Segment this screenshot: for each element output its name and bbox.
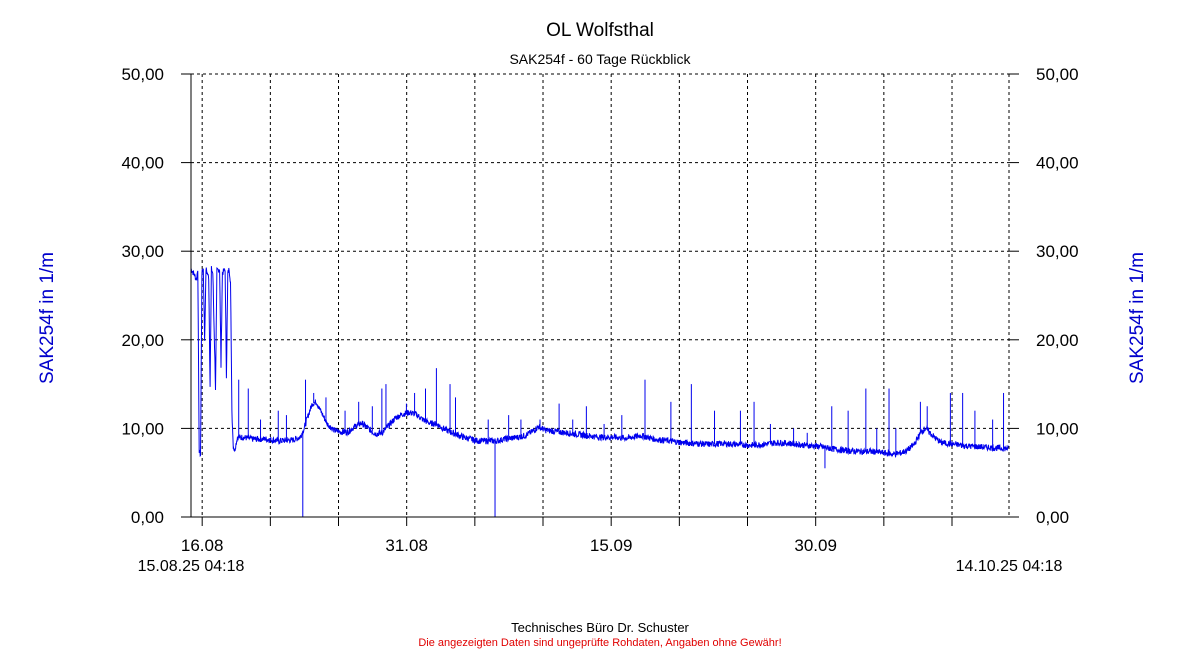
y-tick-label-right: 30,00: [1036, 242, 1079, 261]
x-tick-label: 16.08: [181, 536, 224, 555]
y-tick-label-right: 40,00: [1036, 154, 1079, 173]
y-axis-label-right: SAK254f in 1/m: [1127, 252, 1148, 384]
y-axis-label-left: SAK254f in 1/m: [37, 252, 58, 384]
y-tick-label-left: 40,00: [121, 154, 164, 173]
y-tick-label-left: 50,00: [121, 65, 164, 84]
y-tick-label-left: 20,00: [121, 331, 164, 350]
y-tick-label-right: 10,00: [1036, 419, 1079, 438]
series-line: [190, 266, 1010, 459]
y-tick-label-left: 30,00: [121, 242, 164, 261]
data-series: [190, 266, 1010, 517]
y-tick-label-left: 0,00: [131, 508, 164, 527]
footer-disclaimer: Die angezeigten Daten sind ungeprüfte Ro…: [418, 637, 781, 649]
y-tick-label-right: 0,00: [1036, 508, 1069, 527]
plot-frame: [181, 73, 1010, 518]
chart-title: OL Wolfsthal: [546, 20, 654, 41]
chart-subtitle: SAK254f - 60 Tage Rückblick: [509, 51, 691, 67]
y-tick-label-left: 10,00: [121, 419, 164, 438]
x-tick-label: 15.09: [590, 536, 633, 555]
grid-lines: [191, 74, 1009, 517]
y-tick-label-right: 50,00: [1036, 65, 1079, 84]
x-tick-label: 30.09: [794, 536, 837, 555]
footer-credit: Technisches Büro Dr. Schuster: [511, 620, 689, 635]
y-tick-label-right: 20,00: [1036, 331, 1079, 350]
axis-ticks: [181, 73, 1019, 526]
end-date-label: 14.10.25 04:18: [956, 558, 1063, 575]
x-tick-label: 31.08: [385, 536, 428, 555]
start-date-label: 15.08.25 04:18: [138, 558, 245, 575]
tick-labels: 0,00 0,00 10,00 10,00 20,00 20,00 30,00 30,00 40…: [121, 65, 1078, 555]
